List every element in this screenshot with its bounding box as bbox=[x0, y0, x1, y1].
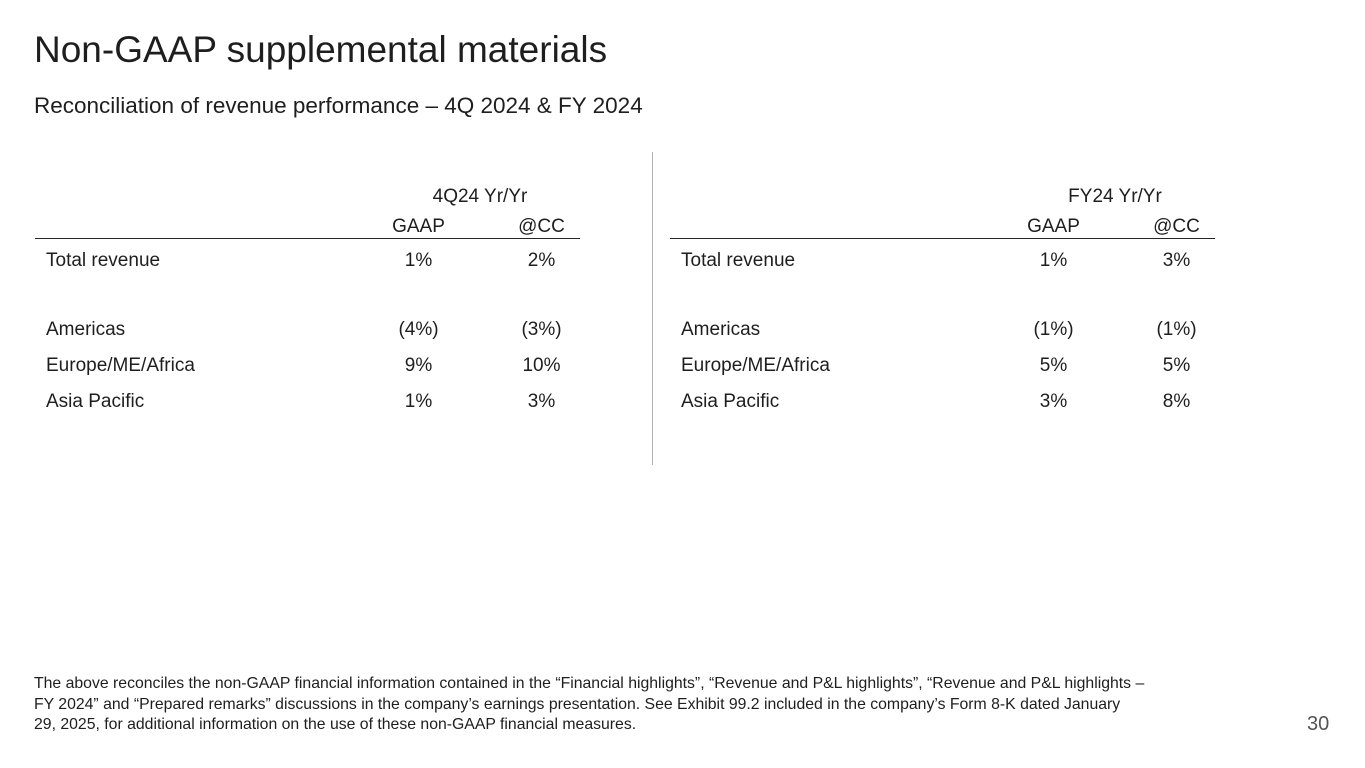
page-number: 30 bbox=[1307, 713, 1330, 735]
footnote: The above reconciles the non-GAAP financ… bbox=[34, 674, 1144, 736]
cc-value: (1%) bbox=[1156, 319, 1197, 340]
footnote-line: The above reconciles the non-GAAP financ… bbox=[34, 675, 1145, 692]
table-row: Europe/ME/Africa 9% 10% bbox=[35, 348, 580, 384]
spacer-cell bbox=[35, 215, 380, 238]
page-title: Non-GAAP supplemental materials bbox=[34, 29, 608, 70]
table-header-row: GAAP @CC bbox=[35, 215, 580, 239]
spacer-cell bbox=[1092, 348, 1138, 384]
spacer-cell bbox=[457, 348, 503, 384]
gaap-value: 1% bbox=[404, 391, 433, 412]
row-label: Asia Pacific bbox=[46, 391, 145, 412]
table-row: Total revenue 1% 2% bbox=[35, 243, 580, 279]
row-label: Americas bbox=[681, 319, 761, 340]
gaap-value: (1%) bbox=[1033, 319, 1074, 340]
spacer-cell bbox=[457, 312, 503, 348]
gaap-value: 3% bbox=[1039, 391, 1068, 412]
period-header: FY24 Yr/Yr bbox=[1068, 186, 1162, 207]
table-row: Europe/ME/Africa 5% 5% bbox=[670, 348, 1215, 384]
cc-value: 3% bbox=[527, 391, 556, 412]
spacer-cell bbox=[1092, 243, 1138, 279]
footnote-line: FY 2024” and “Prepared remarks” discussi… bbox=[34, 695, 1121, 713]
table-row: Americas (1%) (1%) bbox=[670, 312, 1215, 348]
vertical-divider bbox=[652, 152, 653, 465]
gaap-value: 9% bbox=[404, 355, 433, 376]
cc-value: 2% bbox=[527, 250, 556, 271]
gaap-value: (4%) bbox=[398, 319, 439, 340]
table-row: Total revenue 1% 3% bbox=[670, 243, 1215, 279]
spacer-cell bbox=[1092, 215, 1138, 238]
gaap-value: 5% bbox=[1039, 355, 1068, 376]
cc-value: 3% bbox=[1162, 250, 1191, 271]
spacer-cell bbox=[1092, 384, 1138, 420]
cc-value: (3%) bbox=[521, 319, 562, 340]
table-fy24-yryr: FY24 Yr/Yr GAAP @CC Total revenue 1% 3% … bbox=[670, 186, 1215, 420]
period-header: 4Q24 Yr/Yr bbox=[432, 186, 528, 207]
spacer-cell bbox=[35, 186, 380, 215]
row-label: Asia Pacific bbox=[681, 391, 780, 412]
cc-value: 8% bbox=[1162, 391, 1191, 412]
page-subtitle: Reconciliation of revenue performance – … bbox=[34, 93, 643, 118]
table-row: Americas (4%) (3%) bbox=[35, 312, 580, 348]
cc-column-header: @CC bbox=[1153, 216, 1200, 237]
row-label: Europe/ME/Africa bbox=[46, 355, 195, 376]
spacer-cell bbox=[670, 186, 1015, 215]
table-period-row: FY24 Yr/Yr bbox=[670, 186, 1215, 215]
spacer-cell bbox=[457, 243, 503, 279]
row-label: Total revenue bbox=[46, 250, 161, 271]
row-label: Europe/ME/Africa bbox=[681, 355, 830, 376]
spacer-cell bbox=[457, 384, 503, 420]
cc-value: 5% bbox=[1162, 355, 1191, 376]
row-label: Total revenue bbox=[681, 250, 796, 271]
gaap-column-header: GAAP bbox=[1027, 216, 1080, 237]
table-period-row: 4Q24 Yr/Yr bbox=[35, 186, 580, 215]
table-group-spacer bbox=[670, 279, 1215, 312]
gaap-value: 1% bbox=[404, 250, 433, 271]
table-header-row: GAAP @CC bbox=[670, 215, 1215, 239]
footnote-line: 29, 2025, for additional information on … bbox=[34, 716, 637, 734]
spacer-cell bbox=[457, 215, 503, 238]
row-label: Americas bbox=[46, 319, 126, 340]
cc-column-header: @CC bbox=[518, 216, 565, 237]
spacer-cell bbox=[1092, 312, 1138, 348]
cc-value: 10% bbox=[522, 355, 561, 376]
table-group-spacer bbox=[35, 279, 580, 312]
table-row: Asia Pacific 3% 8% bbox=[670, 384, 1215, 420]
spacer-cell bbox=[670, 215, 1015, 238]
table-row: Asia Pacific 1% 3% bbox=[35, 384, 580, 420]
gaap-value: 1% bbox=[1039, 250, 1068, 271]
table-4q24-yryr: 4Q24 Yr/Yr GAAP @CC Total revenue 1% 2% … bbox=[35, 186, 580, 420]
gaap-column-header: GAAP bbox=[392, 216, 445, 237]
